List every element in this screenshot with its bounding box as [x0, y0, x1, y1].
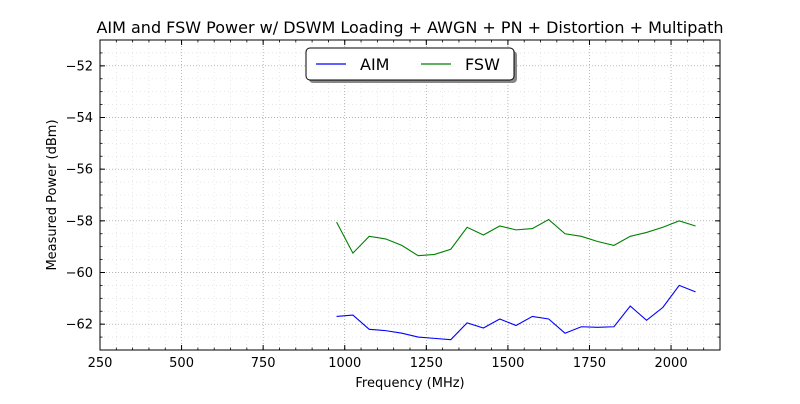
x-tick-label: 500	[169, 356, 194, 371]
legend-label-aim: AIM	[360, 55, 389, 74]
y-tick-label: −60	[66, 266, 93, 281]
series-layer	[336, 218, 696, 341]
chart-title: AIM and FSW Power w/ DSWM Loading + AWGN…	[96, 18, 723, 37]
legend-label-fsw: FSW	[465, 55, 500, 74]
x-tick-label: 1000	[328, 356, 361, 371]
x-tick-label: 2000	[655, 356, 688, 371]
series-line-aim	[336, 284, 696, 341]
legend-box	[305, 47, 515, 81]
legend: AIM FSW	[305, 47, 517, 83]
y-tick-label: −62	[66, 318, 93, 333]
y-tick-label: −54	[66, 111, 93, 126]
y-tick-label: −58	[66, 214, 93, 229]
y-tick-label: −56	[66, 163, 93, 178]
grid-minor	[100, 40, 720, 350]
x-tick-label: 1750	[573, 356, 606, 371]
x-tick-label: 250	[88, 356, 113, 371]
y-axis-label: Measured Power (dBm)	[45, 119, 60, 270]
x-tick-label: 750	[251, 356, 276, 371]
grid-major	[100, 40, 720, 350]
x-tick-label: 1500	[491, 356, 524, 371]
ticks	[99, 40, 720, 350]
x-axis-label: Frequency (MHz)	[355, 376, 464, 391]
y-tick-label: −52	[66, 59, 93, 74]
tick-labels: 250 500 750 1000 1250 1500 1750 2000 −62 −60 −58 −5…	[66, 59, 688, 371]
series-line-fsw	[336, 218, 696, 257]
x-tick-label: 1250	[410, 356, 443, 371]
